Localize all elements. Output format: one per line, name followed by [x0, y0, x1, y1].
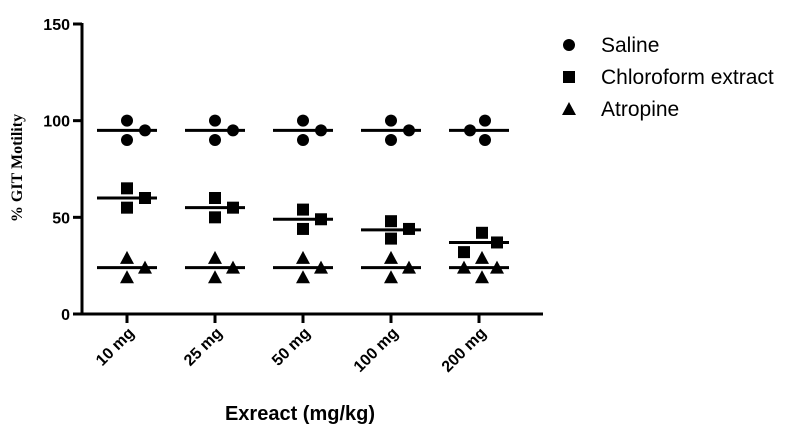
y-tick-label: 150 — [43, 17, 70, 34]
axes: 0 50 100 150 10 mg 25 mg 50 mg 100 mg 200 mg — [43, 17, 543, 376]
data-point — [403, 222, 415, 235]
data-point — [209, 134, 221, 146]
data-point — [479, 114, 491, 127]
data-point — [297, 222, 309, 235]
legend: Saline Chloroform extract Atropine — [562, 34, 774, 121]
data-marks — [97, 114, 509, 284]
data-point — [226, 260, 240, 274]
data-point — [121, 114, 133, 127]
data-point — [120, 250, 134, 264]
data-point — [296, 270, 310, 284]
data-point — [297, 203, 309, 216]
x-tick-label: 50 mg — [269, 325, 314, 370]
legend-entry-label: Atropine — [601, 98, 679, 121]
data-point — [227, 201, 239, 214]
data-point — [121, 201, 133, 214]
data-point — [457, 260, 471, 274]
legend-marker — [563, 39, 575, 51]
data-point — [314, 260, 328, 274]
data-point — [208, 270, 222, 284]
x-tick-label: 25 mg — [181, 325, 226, 370]
data-point — [297, 114, 309, 127]
x-tick-label: 200 mg — [439, 325, 490, 376]
data-point — [402, 260, 416, 274]
data-point — [476, 226, 488, 239]
legend-entry-label: Saline — [601, 34, 659, 57]
data-point — [385, 215, 397, 228]
data-point — [208, 250, 222, 264]
y-tick-label: 50 — [52, 210, 70, 227]
data-point — [464, 124, 476, 137]
data-point — [139, 124, 151, 137]
data-point — [209, 192, 221, 204]
data-point — [121, 182, 133, 195]
x-tick-label: 10 mg — [93, 325, 138, 370]
x-axis-label: Exreact (mg/kg) — [225, 403, 375, 425]
data-point — [385, 134, 397, 146]
data-point — [403, 124, 415, 137]
data-point — [120, 270, 134, 284]
data-point — [296, 250, 310, 264]
data-point — [458, 246, 470, 259]
data-point — [491, 236, 503, 249]
data-point — [209, 114, 221, 127]
data-point — [315, 213, 327, 226]
y-tick-label: 100 — [43, 114, 70, 131]
y-tick-label: 0 — [61, 307, 70, 324]
data-point — [227, 124, 239, 137]
y-axis-label: % GIT Motility — [9, 114, 26, 222]
data-point — [385, 114, 397, 127]
data-point — [385, 232, 397, 245]
x-tick-label: 100 mg — [351, 325, 402, 376]
data-point — [121, 134, 133, 146]
data-point — [139, 192, 151, 204]
data-point — [138, 260, 152, 274]
data-point — [315, 124, 327, 137]
data-point — [209, 211, 221, 224]
data-point — [475, 270, 489, 284]
data-point — [490, 260, 504, 274]
data-point — [384, 250, 398, 264]
data-point — [479, 134, 491, 146]
data-point — [475, 250, 489, 264]
legend-entry-label: Chloroform extract — [601, 66, 774, 89]
data-point — [384, 270, 398, 284]
data-point — [297, 134, 309, 146]
legend-marker — [563, 71, 575, 83]
legend-marker — [562, 102, 576, 115]
